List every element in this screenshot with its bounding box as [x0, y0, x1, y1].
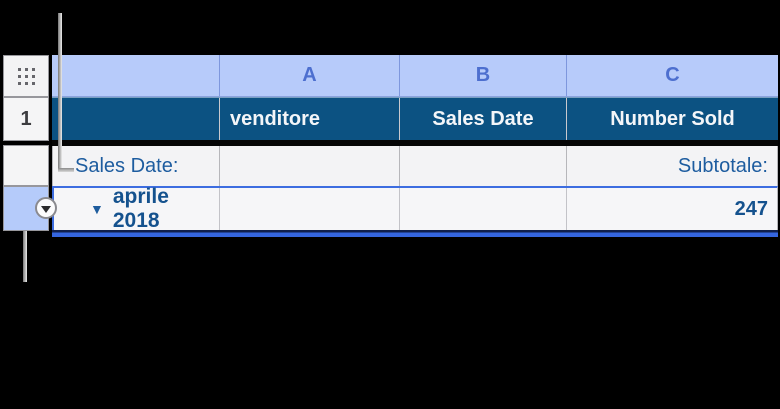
subtotal-cell-a[interactable] [220, 146, 400, 186]
header-cell-number-sold[interactable]: Number Sold [610, 107, 735, 130]
category-row-selected: ▼ aprile 2018 247 [52, 185, 778, 232]
table-handle[interactable] [3, 55, 49, 97]
disclosure-triangle-icon[interactable]: ▼ [90, 201, 104, 217]
category-name: aprile 2018 [112, 185, 169, 232]
column-tab-c[interactable]: C [665, 64, 680, 86]
header-bottom-border [52, 140, 778, 146]
column-reference-tabs: A B C [52, 55, 778, 97]
subtotal-cell-b[interactable] [400, 146, 567, 186]
category-popup-button[interactable] [35, 197, 57, 219]
callout-line-subtotal-foot [58, 168, 74, 172]
callout-line-row-tab [23, 231, 27, 282]
header-row: venditore Sales Date Number Sold [52, 97, 778, 140]
category-subtotal-value-cell[interactable]: 247 [734, 197, 768, 220]
selection-bottom-border [52, 230, 778, 237]
header-cell-venditore[interactable]: venditore [220, 98, 400, 140]
column-tab-group[interactable] [52, 55, 220, 96]
drag-handle-dots-icon [17, 67, 35, 85]
category-cell-b[interactable] [400, 188, 567, 230]
header-cell-sales-date[interactable]: Sales Date [400, 98, 567, 140]
category-name-cell[interactable]: ▼ aprile 2018 [54, 185, 220, 232]
column-tab-b[interactable]: B [400, 55, 567, 96]
row-tab-1[interactable]: 1 [3, 97, 49, 141]
row-tab-subtotal[interactable] [3, 145, 49, 186]
callout-line-subtotal-row [58, 13, 62, 168]
header-cell-group[interactable] [52, 98, 220, 140]
subtotal-group-label-cell[interactable]: Sales Date: [53, 146, 220, 186]
column-tab-a[interactable]: A [220, 55, 400, 96]
subtotal-label-cell[interactable]: Subtotale: [677, 154, 768, 177]
category-cell-a[interactable] [220, 188, 400, 230]
subtotal-row: Sales Date: Subtotale: [52, 146, 778, 186]
popup-triangle-icon [41, 205, 51, 213]
